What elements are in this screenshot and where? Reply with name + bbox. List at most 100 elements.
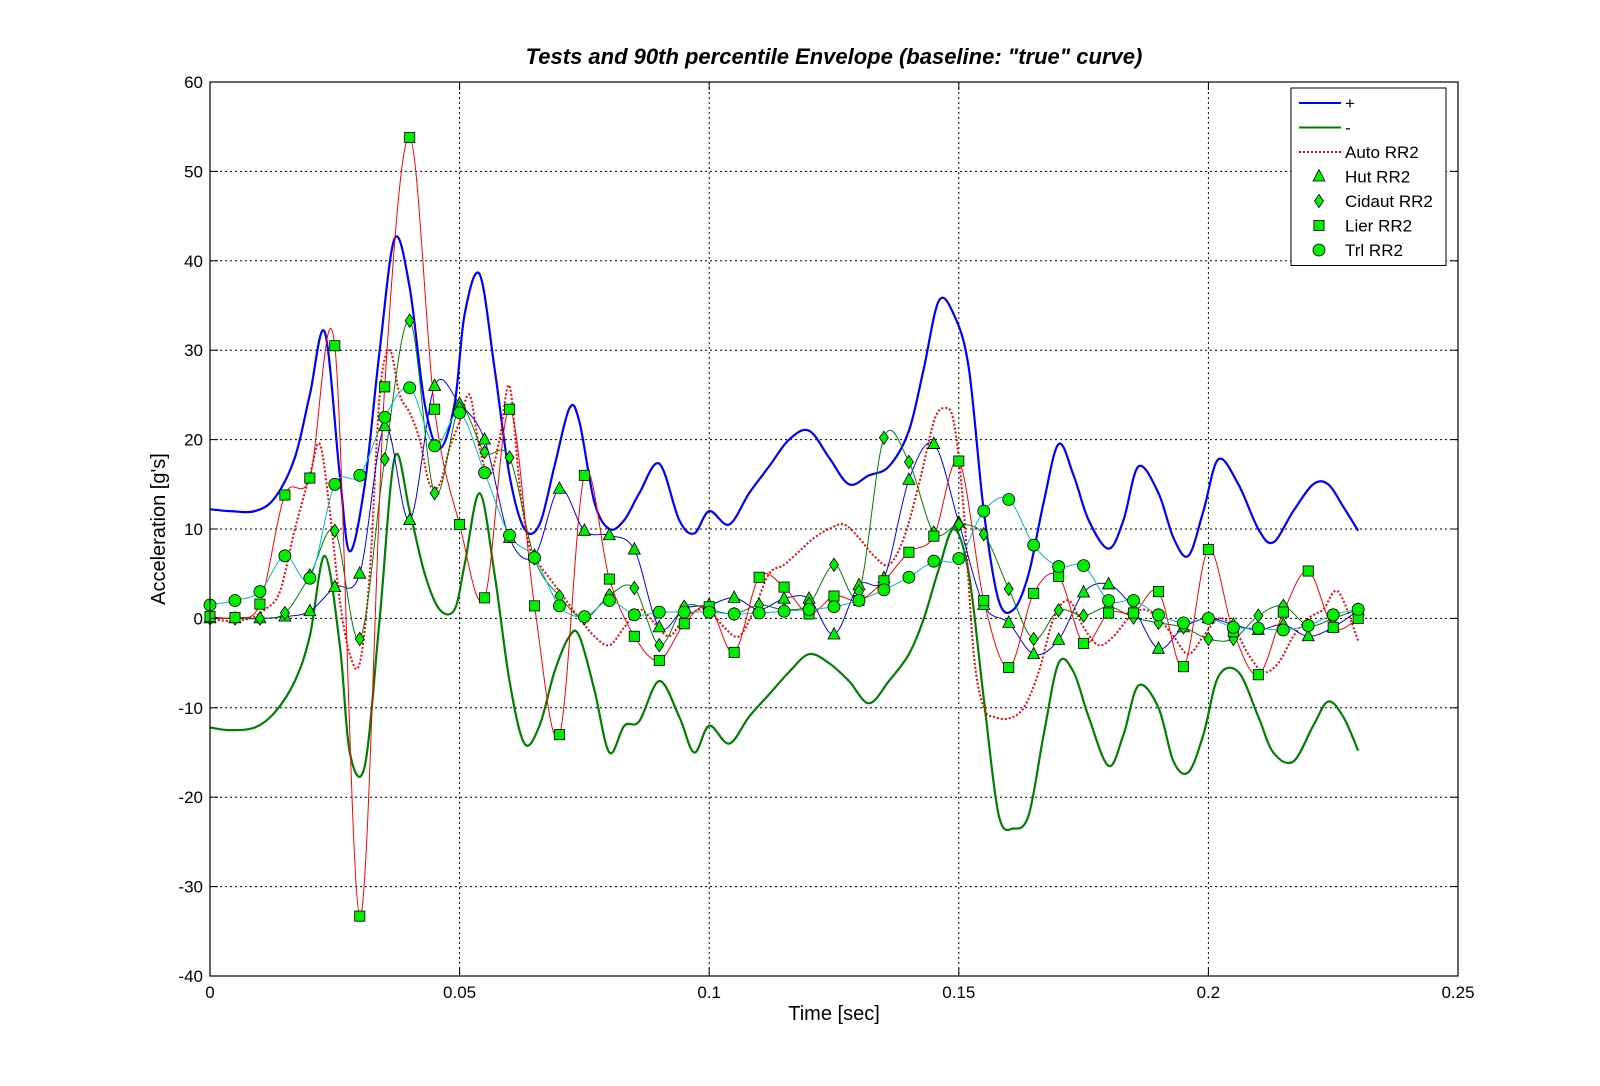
data-point-lier-rr2 — [1327, 621, 1339, 633]
data-point-hut-rr2 — [427, 378, 442, 391]
data-point-cidaut-rr2 — [953, 517, 964, 532]
data-point-lier-rr2 — [404, 131, 416, 143]
data-point-trl-rr2 — [578, 610, 591, 624]
data-point-trl-rr2 — [428, 439, 442, 453]
data-point-trl-rr2 — [877, 583, 891, 597]
data-point-hut-rr2 — [1151, 641, 1166, 654]
legend-marker-lier-rr2 — [1313, 219, 1325, 231]
data-point-trl-rr2 — [1027, 538, 1041, 552]
data-point-trl-rr2 — [952, 552, 966, 565]
data-point-lier-rr2 — [1078, 637, 1090, 649]
data-point-lier-rr2 — [429, 403, 441, 415]
data-point-trl-rr2 — [453, 406, 467, 420]
legend-marker-hut-rr2 — [1312, 168, 1326, 182]
y-tick-label: -10 — [178, 699, 203, 718]
data-point-lier-rr2 — [578, 469, 590, 481]
data-point-trl-rr2 — [403, 381, 417, 395]
data-point-cidaut-rr2 — [1028, 631, 1039, 647]
data-point-hut-rr2 — [477, 431, 492, 445]
data-point-lier-rr2 — [229, 612, 241, 624]
data-point-cidaut-rr2 — [479, 444, 490, 460]
data-point-cidaut-rr2 — [654, 637, 665, 653]
data-point-trl-rr2 — [303, 571, 317, 585]
data-point-lier-rr2 — [603, 573, 615, 585]
x-axis-label: Time [sec] — [788, 1003, 880, 1025]
x-tick-label: 0.1 — [697, 983, 721, 1002]
data-point-lier-rr2 — [778, 581, 790, 593]
data-point-hut-rr2 — [577, 523, 592, 536]
legend-label-plus: + — [1345, 94, 1355, 113]
y-tick-label: 10 — [184, 520, 203, 539]
data-point-lier-rr2 — [628, 630, 640, 642]
data-point-lier-rr2 — [1028, 587, 1040, 599]
data-point-trl-rr2 — [228, 594, 242, 607]
y-tick-label: 0 — [194, 609, 203, 628]
data-point-hut-rr2 — [378, 418, 392, 432]
data-point-trl-rr2 — [1351, 603, 1365, 616]
data-point-trl-rr2 — [902, 570, 916, 584]
data-point-hut-rr2 — [1002, 615, 1016, 628]
y-tick-label: 40 — [184, 252, 203, 271]
data-point-cidaut-rr2 — [1078, 608, 1089, 624]
data-point-trl-rr2 — [353, 468, 367, 482]
data-point-lier-rr2 — [504, 403, 516, 415]
data-point-trl-rr2 — [602, 594, 616, 607]
data-point-lier-rr2 — [1202, 544, 1214, 556]
data-point-trl-rr2 — [827, 600, 841, 614]
data-point-lier-rr2 — [379, 381, 391, 393]
series-line-plus — [210, 235, 1360, 615]
legend-label-hut-rr2: Hut RR2 — [1345, 168, 1410, 187]
data-point-cidaut-rr2 — [629, 580, 640, 596]
data-point-hut-rr2 — [1076, 584, 1091, 598]
data-point-lier-rr2 — [553, 729, 565, 741]
data-point-lier-rr2 — [1128, 607, 1140, 619]
data-point-trl-rr2 — [1276, 623, 1290, 637]
data-point-hut-rr2 — [902, 472, 916, 485]
data-point-hut-rr2 — [1301, 628, 1315, 642]
data-point-trl-rr2 — [1102, 594, 1115, 607]
data-point-trl-rr2 — [627, 608, 641, 622]
data-point-cidaut-rr2 — [354, 631, 365, 647]
legend-label-cidaut-rr2: Cidaut RR2 — [1345, 192, 1433, 211]
data-point-trl-rr2 — [777, 604, 791, 618]
data-point-hut-rr2 — [328, 579, 342, 593]
data-point-lier-rr2 — [528, 600, 540, 612]
data-point-trl-rr2 — [802, 603, 816, 616]
data-point-cidaut-rr2 — [504, 450, 515, 465]
data-point-trl-rr2 — [652, 605, 666, 619]
data-point-hut-rr2 — [1051, 632, 1066, 645]
data-point-trl-rr2 — [1202, 612, 1215, 625]
y-tick-label: -40 — [178, 967, 203, 986]
data-point-trl-rr2 — [528, 551, 541, 565]
y-tick-label: 30 — [184, 341, 203, 360]
data-point-lier-rr2 — [454, 519, 466, 531]
data-point-hut-rr2 — [927, 436, 941, 449]
data-point-lier-rr2 — [279, 489, 291, 501]
y-axis-label: Acceleration [g's] — [148, 453, 170, 605]
data-point-cidaut-rr2 — [254, 611, 265, 626]
data-point-trl-rr2 — [1301, 619, 1315, 632]
data-point-lier-rr2 — [354, 910, 366, 922]
data-point-lier-rr2 — [1003, 662, 1015, 674]
data-point-lier-rr2 — [828, 590, 840, 602]
data-point-lier-rr2 — [678, 618, 690, 630]
data-point-hut-rr2 — [403, 512, 417, 525]
data-point-hut-rr2 — [627, 541, 641, 555]
data-point-lier-rr2 — [653, 654, 665, 666]
legend-marker-cidaut-rr2 — [1314, 193, 1324, 209]
data-point-trl-rr2 — [478, 466, 491, 480]
series-line-minus — [210, 453, 1360, 832]
data-point-trl-rr2 — [1251, 621, 1265, 635]
data-point-lier-rr2 — [1302, 565, 1314, 577]
data-point-cidaut-rr2 — [329, 523, 340, 539]
data-point-lier-rr2 — [479, 592, 491, 604]
y-tick-label: 50 — [184, 162, 203, 181]
data-point-hut-rr2 — [827, 626, 841, 640]
x-tick-label: 0.05 — [443, 983, 476, 1002]
data-point-lier-rr2 — [254, 598, 266, 610]
data-point-lier-rr2 — [1177, 661, 1189, 673]
data-point-trl-rr2 — [1002, 493, 1016, 506]
x-tick-label: 0.2 — [1197, 983, 1221, 1002]
data-point-lier-rr2 — [304, 472, 316, 484]
data-point-lier-rr2 — [978, 595, 990, 607]
